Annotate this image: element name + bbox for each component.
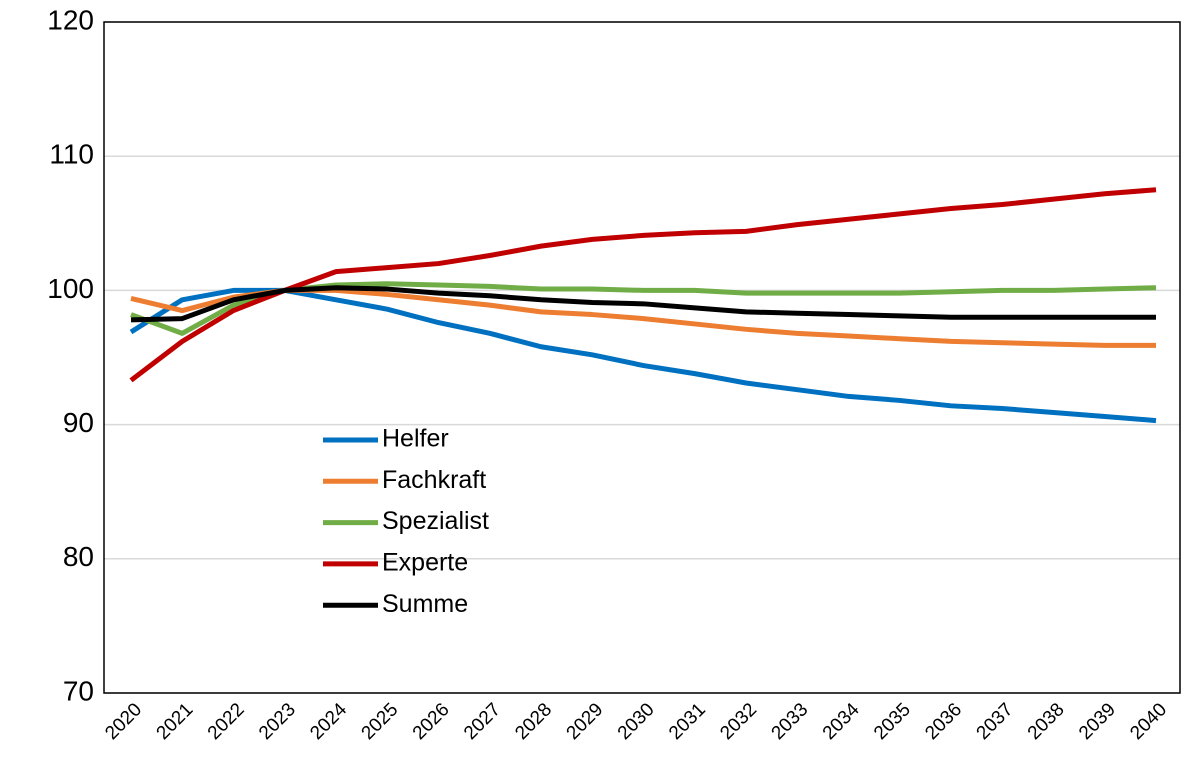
- x-tick-label: 2021: [153, 699, 198, 744]
- x-tick-label: 2025: [358, 699, 403, 744]
- x-tick-label: 2036: [921, 699, 966, 744]
- x-tick-label: 2033: [768, 699, 813, 744]
- series-line: [129, 287, 1157, 424]
- x-tick-label: 2034: [819, 699, 864, 744]
- y-tick-label: 120: [47, 4, 94, 35]
- legend-label: Experte: [382, 549, 468, 577]
- x-tick-label: 2027: [460, 699, 505, 744]
- x-tick-label: 2024: [306, 699, 351, 744]
- x-tick-label: 2040: [1126, 699, 1171, 744]
- legend-label: Helfer: [382, 425, 449, 453]
- y-tick-label: 110: [49, 139, 94, 170]
- plot-frame: [103, 21, 1181, 694]
- legend-label: Summe: [382, 590, 468, 618]
- y-tick-label: 90: [63, 407, 94, 438]
- x-tick-label: 2029: [563, 699, 608, 744]
- x-tick-label: 2039: [1075, 699, 1120, 744]
- x-tick-label: 2020: [101, 699, 146, 744]
- legend-label: Spezialist: [382, 507, 489, 535]
- x-tick-label: 2030: [614, 699, 659, 744]
- y-tick-label: 80: [63, 541, 94, 572]
- x-tick-label: 2031: [665, 699, 710, 744]
- y-tick-label: 100: [47, 273, 94, 304]
- series-line: [130, 285, 1156, 323]
- x-tick-label: 2026: [409, 699, 454, 744]
- series-line: [129, 187, 1157, 383]
- x-tick-label: 2032: [716, 699, 761, 744]
- x-tick-label: 2037: [973, 699, 1018, 744]
- legend-label: Fachkraft: [382, 466, 486, 494]
- x-tick-label: 2028: [511, 699, 556, 744]
- x-tick-label: 2022: [204, 699, 249, 744]
- x-tick-label: 2023: [255, 699, 300, 744]
- y-tick-label: 70: [63, 675, 94, 706]
- x-tick-label: 2038: [1024, 699, 1069, 744]
- x-tick-label: 2035: [870, 699, 915, 744]
